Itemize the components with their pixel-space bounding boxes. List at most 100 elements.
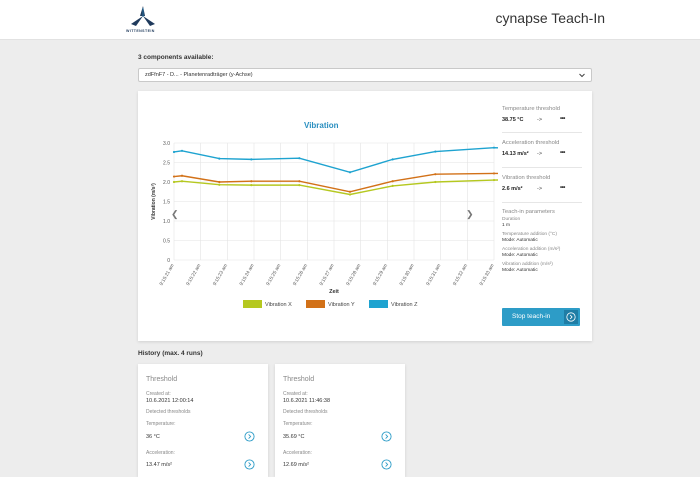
- arrow-right-circle-icon[interactable]: [244, 459, 255, 470]
- x-tick-label: 9:15:24 am: [239, 263, 256, 287]
- component-select-value: zdFfnF7 - D... - Planetenradträger (y-Ac…: [145, 72, 253, 78]
- vibration-chart: 0 0.5 1.0 1.5 2.0 2.5 3.0 9:15:21 am 9:15:22 am 9…: [151, 141, 498, 308]
- data-point: [172, 175, 176, 178]
- temperature-more-icon[interactable]: •••: [560, 116, 565, 122]
- data-point: [172, 180, 176, 184]
- x-tick-label: 9:15:28 am: [345, 263, 362, 287]
- stop-teach-in-button[interactable]: Stop teach-in: [502, 308, 580, 326]
- data-point: [348, 171, 352, 174]
- acceleration-value: 12.69 m/s²: [283, 462, 309, 468]
- data-point: [180, 174, 184, 177]
- data-point: [391, 158, 394, 161]
- created-value: 10.6.2021 12:00:14: [146, 398, 194, 404]
- chart-next-icon[interactable]: ❯: [466, 209, 474, 219]
- y-tick-label: 0.5: [163, 238, 170, 244]
- detected-label: Detected thresholds: [283, 409, 328, 415]
- history-card-title: Threshold: [283, 376, 315, 383]
- temperature-label: Temperature:: [283, 421, 313, 427]
- y-tick-label: 3.0: [163, 141, 170, 147]
- data-point: [250, 180, 253, 183]
- y-tick-label: 0: [167, 258, 170, 264]
- vibration-threshold-label: Vibration threshold: [502, 175, 551, 181]
- x-tick-label: 9:15:27 am: [319, 263, 336, 287]
- vibration-threshold: Vibration threshold 2.6 m/s² -> •••: [502, 175, 582, 196]
- data-point: [298, 184, 301, 187]
- history-label: History (max. 4 runs): [138, 350, 203, 357]
- x-tick-label: 9:15:29 am: [372, 263, 389, 287]
- logo-mark-icon: [131, 6, 155, 26]
- x-tick-label: 9:15:25 am: [265, 263, 282, 287]
- created-value: 10.6.2021 11:46:38: [283, 398, 330, 404]
- legend-label: Vibration X: [265, 302, 292, 308]
- x-tick-label: 9:15:21 am: [159, 263, 176, 287]
- x-tick-label: 9:15:26 am: [292, 263, 309, 287]
- temperature-threshold-value: 38.75 °C: [502, 117, 524, 123]
- legend-label: Vibration Y: [328, 302, 355, 308]
- acc-addition-label: Acceleration addition (m/s²): [502, 247, 561, 252]
- history-card: Threshold Created at: 10.6.2021 11:46:38…: [275, 364, 405, 477]
- temperature-label: Temperature:: [146, 421, 176, 427]
- app-header: WITTENSTEIN cynapse Teach-In: [0, 0, 700, 40]
- chart-title: Vibration: [304, 121, 339, 130]
- component-select[interactable]: zdFfnF7 - D... - Planetenradträger (y-Ac…: [138, 68, 592, 82]
- y-tick-label: 1.0: [163, 219, 170, 225]
- created-label: Created at:: [283, 391, 308, 397]
- acceleration-label: Acceleration:: [146, 450, 175, 456]
- data-point: [298, 180, 301, 183]
- acceleration-more-icon[interactable]: •••: [560, 150, 565, 156]
- arrow-right-circle-icon: [564, 310, 578, 324]
- data-point: [348, 193, 352, 196]
- data-point: [172, 150, 176, 154]
- divider: [502, 132, 582, 133]
- acceleration-threshold-label: Acceleration threshold: [502, 140, 560, 146]
- arrow-right-circle-icon[interactable]: [244, 431, 255, 442]
- data-point: [434, 173, 437, 176]
- series-line: [173, 179, 498, 196]
- data-point: [180, 149, 184, 152]
- x-tick-label: 9:15:33 am: [479, 263, 496, 287]
- teach-in-params-title: Teach-in parameters: [502, 209, 555, 215]
- detected-label: Detected thresholds: [146, 409, 191, 415]
- brand-text: WITTENSTEIN: [126, 29, 155, 33]
- y-tick-label: 2.5: [163, 160, 170, 166]
- app-title: cynapse Teach-In: [495, 10, 605, 26]
- temperature-threshold: Temperature threshold 38.75 °C -> •••: [502, 106, 582, 127]
- wittenstein-logo: [128, 4, 158, 36]
- acceleration-threshold-value: 14.13 m/s²: [502, 151, 529, 157]
- temp-addition-value: Mode: Automatic: [502, 238, 538, 243]
- acceleration-threshold: Acceleration threshold 14.13 m/s² -> •••: [502, 140, 582, 161]
- history-card-title: Threshold: [146, 376, 178, 383]
- acc-addition-value: Mode: Automatic: [502, 253, 538, 258]
- divider: [502, 167, 582, 168]
- arrow-right-circle-icon[interactable]: [381, 431, 392, 442]
- series-line: [173, 146, 498, 173]
- x-tick-label: 9:15:30 am: [399, 263, 416, 287]
- temperature-value: 35.69 °C: [283, 434, 305, 440]
- components-label: 3 components available:: [138, 54, 214, 61]
- teach-in-parameters: Teach-in parameters Duration 1 m Tempera…: [502, 209, 582, 273]
- data-point: [391, 184, 394, 187]
- vibration-more-icon[interactable]: •••: [560, 185, 565, 191]
- series-line: [173, 172, 498, 193]
- created-label: Created at:: [146, 391, 171, 397]
- data-point: [218, 183, 221, 186]
- duration-value: 1 m: [502, 223, 510, 228]
- chart-prev-icon[interactable]: ❮: [171, 209, 179, 219]
- legend-swatch: [369, 300, 388, 308]
- duration-label: Duration: [502, 217, 521, 222]
- arrow-right-circle-icon[interactable]: [381, 459, 392, 470]
- x-tick-label: 9:15:22 am: [185, 263, 202, 287]
- legend-label: Vibration Z: [391, 302, 418, 308]
- acceleration-label: Acceleration:: [283, 450, 312, 456]
- teach-in-card: Vibration 0 0.5 1.0 1.5 2.0 2.5 3.0 9:15:21 am 9…: [138, 91, 592, 341]
- y-axis-label: Vibration (m/s²): [151, 183, 157, 220]
- data-point: [250, 184, 253, 187]
- stop-teach-in-label: Stop teach-in: [512, 313, 551, 320]
- x-tick-label: 9:15:23 am: [212, 263, 229, 287]
- y-tick-label: 1.5: [163, 199, 170, 205]
- vibration-threshold-value: 2.6 m/s²: [502, 186, 523, 192]
- history-card: Threshold Created at: 10.6.2021 12:00:14…: [138, 364, 268, 477]
- data-point: [492, 146, 496, 149]
- data-point: [298, 157, 301, 160]
- data-point: [434, 150, 437, 153]
